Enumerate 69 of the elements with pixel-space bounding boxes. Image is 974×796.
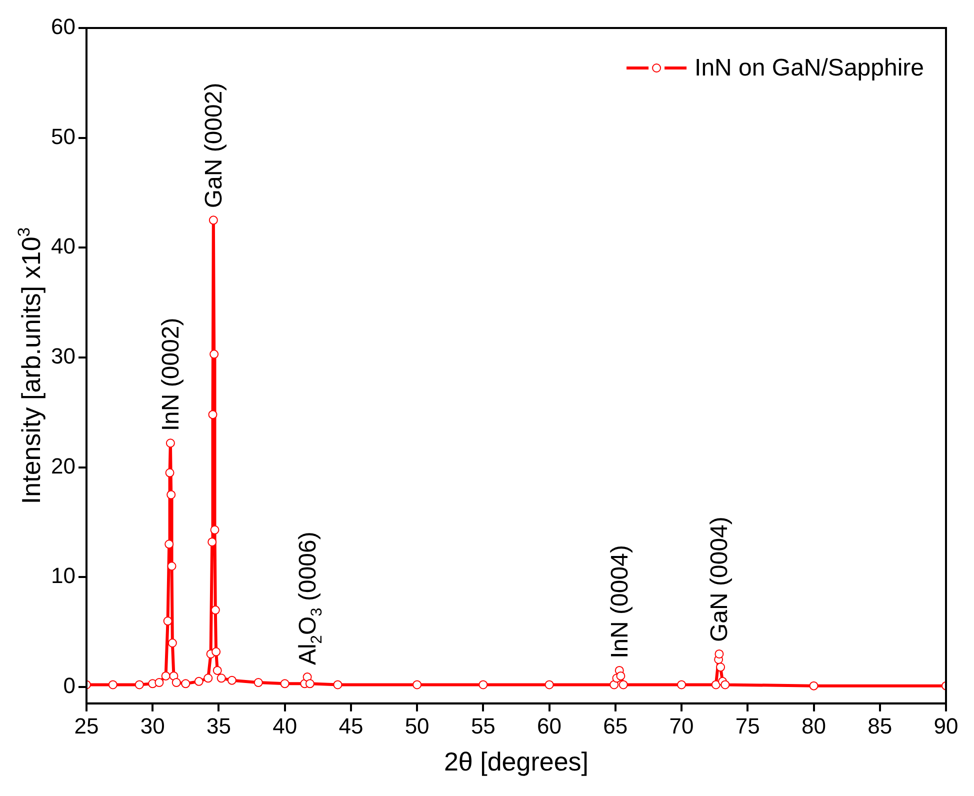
x-tick-label: 75	[735, 714, 760, 739]
point	[809, 681, 818, 690]
point	[227, 676, 236, 685]
point	[208, 216, 218, 225]
annotation: Al2O3 (0006)	[294, 532, 326, 666]
point	[618, 680, 628, 690]
point	[161, 671, 170, 680]
point	[167, 562, 176, 571]
point	[166, 438, 175, 448]
annotation: GaN (0004)	[706, 516, 734, 642]
x-tick-label: 25	[74, 714, 99, 739]
x-tick-label: 50	[404, 714, 430, 739]
x-tick-label: 65	[603, 714, 628, 739]
point	[166, 490, 176, 500]
y-tick-label: 20	[50, 453, 76, 478]
x-tick-label: 45	[338, 714, 364, 739]
point	[216, 674, 226, 683]
point	[714, 649, 724, 658]
point	[210, 350, 219, 359]
x-tick-label: 55	[470, 714, 496, 739]
point	[677, 680, 686, 690]
point	[172, 678, 181, 688]
x-axis-title: 2θ [degrees]	[444, 746, 589, 777]
y-axis-title: Intensity [arb.units] x103	[14, 227, 46, 504]
annotation: GaN (0002)	[200, 82, 228, 208]
point	[154, 678, 164, 688]
y-tick-label: 10	[50, 563, 76, 588]
point	[544, 680, 554, 690]
y-tick-label: 30	[50, 344, 76, 369]
point	[208, 537, 217, 546]
x-tick-label: 60	[537, 714, 562, 739]
point	[478, 680, 488, 690]
x-tick-label: 70	[669, 714, 694, 739]
annotation: InN (0004)	[606, 545, 634, 658]
point	[168, 638, 177, 648]
y-tick-label: 50	[50, 124, 76, 149]
annotation: InN (0002)	[157, 318, 184, 432]
legend-label: InN on GaN/Sapphire	[694, 54, 924, 82]
point	[254, 678, 263, 688]
point	[108, 680, 118, 690]
point	[194, 676, 204, 686]
x-tick-label: 30	[140, 714, 165, 739]
x-tick-label: 40	[272, 714, 298, 739]
point	[280, 679, 290, 688]
point	[212, 666, 222, 675]
point	[181, 679, 190, 688]
point	[305, 679, 314, 688]
point	[333, 680, 342, 690]
y-tick-label: 60	[50, 14, 76, 40]
point	[165, 468, 174, 478]
point	[716, 662, 726, 672]
point	[212, 647, 221, 656]
point	[616, 671, 626, 680]
point	[163, 616, 172, 626]
point	[720, 680, 730, 690]
point	[711, 680, 720, 690]
x-tick-label: 90	[934, 714, 958, 739]
x-tick-label: 85	[868, 714, 892, 739]
point	[412, 680, 422, 690]
point	[208, 410, 218, 420]
point	[134, 680, 144, 690]
point	[164, 540, 174, 549]
y-tick-label: 40	[50, 234, 76, 259]
point	[210, 525, 220, 534]
y-tick-label: 0	[63, 672, 76, 698]
point	[210, 606, 220, 615]
point	[204, 674, 213, 683]
x-tick-label: 80	[802, 714, 826, 739]
x-tick-label: 35	[206, 714, 231, 739]
